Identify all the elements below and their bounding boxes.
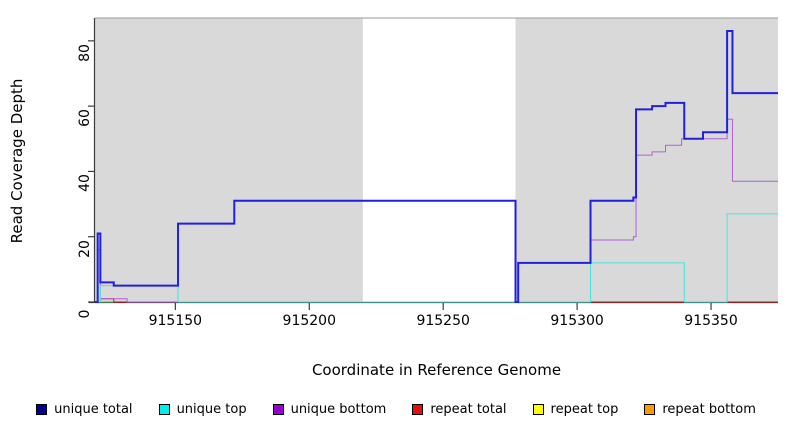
legend-swatch-icon	[36, 403, 48, 415]
legend-label: repeat bottom	[662, 401, 756, 417]
legend-item-unique-bottom[interactable]: unique bottom	[272, 401, 387, 417]
legend-label: repeat total	[430, 401, 507, 417]
shaded-region	[515, 18, 778, 302]
legend-swatch-icon	[644, 403, 656, 415]
legend-swatch-icon	[412, 403, 424, 415]
y-tick-label: 60	[77, 109, 93, 128]
legend-swatch-icon	[158, 403, 170, 415]
series-group	[95, 30, 778, 303]
legend-item-repeat-total[interactable]: repeat total	[412, 401, 507, 417]
legend-item-repeat-bottom[interactable]: repeat bottom	[644, 403, 756, 416]
legend-swatch-icon	[272, 403, 284, 415]
x-tick-label: 915150	[148, 313, 203, 329]
legend-item-repeat-top[interactable]: repeat top	[532, 401, 619, 417]
legend: unique total unique top unique bottom repea…	[0, 398, 792, 420]
legend-swatch-icon	[532, 403, 544, 415]
x-tick-label: 915200	[282, 313, 336, 329]
y-tick-label: 80	[77, 43, 93, 62]
legend-item-unique-top[interactable]: unique top	[158, 401, 247, 417]
legend-item-unique-total[interactable]: unique total	[36, 401, 133, 417]
legend-label: repeat top	[550, 401, 619, 417]
series-line-unique-total	[95, 30, 778, 303]
shaded-regions-group	[95, 17, 778, 302]
legend-label: unique top	[176, 401, 247, 417]
y-tick-label: 40	[77, 174, 93, 193]
x-axis-title: Coordinate in Reference Genome	[311, 361, 562, 379]
x-tick-label: 915250	[416, 313, 470, 329]
y-tick-label: 0	[77, 309, 93, 319]
y-tick-label: 20	[77, 239, 93, 258]
legend-label: unique total	[54, 401, 133, 417]
shaded-region	[95, 18, 363, 302]
legend-label: unique bottom	[290, 401, 387, 417]
x-tick-label: 915300	[550, 313, 604, 329]
x-tick-label: 915350	[684, 313, 738, 329]
